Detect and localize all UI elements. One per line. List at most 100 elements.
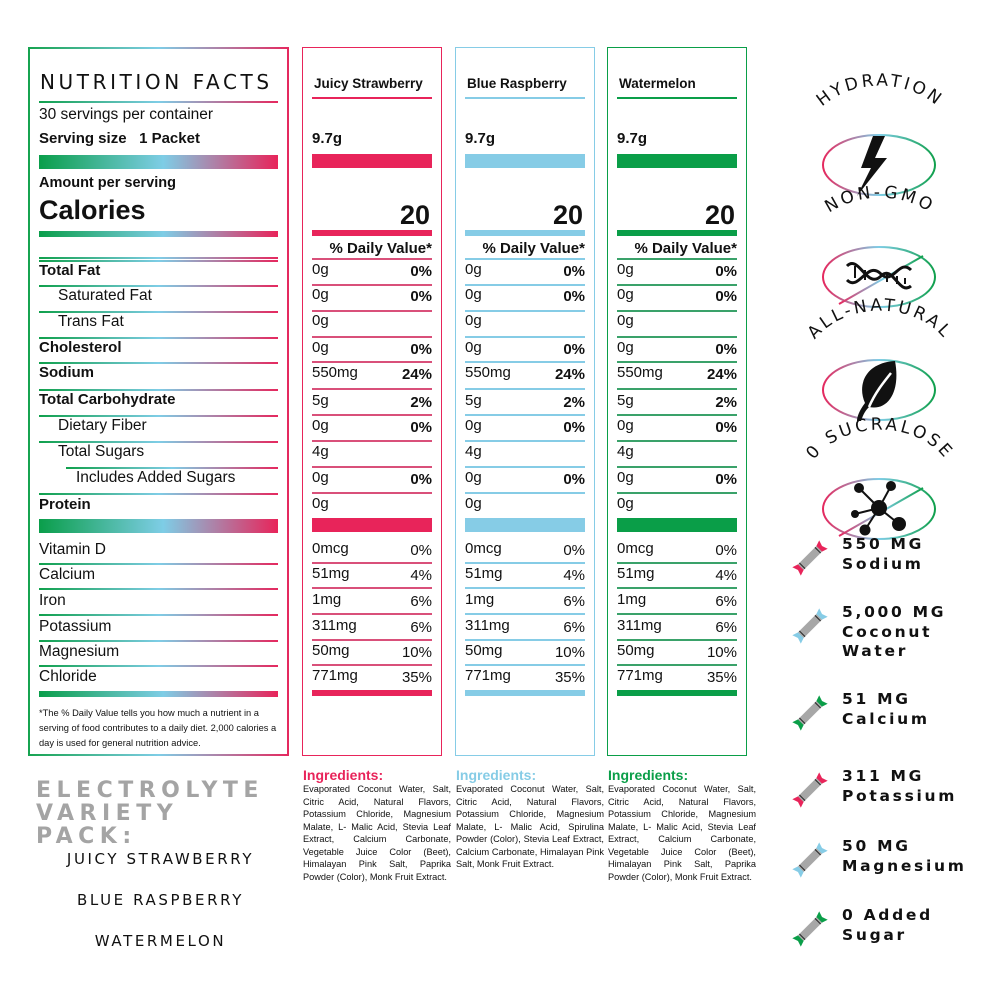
divider [39, 588, 278, 590]
thick-divider [39, 231, 278, 237]
nutrient-row: 0g 0% [617, 261, 737, 281]
divider [39, 640, 278, 642]
nutrient-row: 0g 0% [312, 339, 432, 359]
divider [465, 284, 585, 286]
divider [617, 310, 737, 312]
calories-value: 20 [399, 200, 430, 230]
nutrient-percent: 0% [563, 419, 585, 436]
nutrient-row: 0g 0% [312, 469, 432, 489]
vitamin-percent: 10% [706, 644, 737, 661]
nutrient-percent: 24% [706, 366, 737, 383]
divider [465, 414, 585, 416]
thick-divider [617, 230, 737, 236]
stat-text: 51 MG Calcium [842, 690, 930, 728]
ingredients-strawberry: Ingredients: Evaporated Coconut Water, Sa… [303, 767, 451, 883]
daily-value-header: % Daily Value* [329, 240, 432, 257]
badge-label: HYDRATION [813, 71, 944, 111]
nutrient-percent: 0% [410, 471, 432, 488]
nutrient-label: Total Fat [39, 262, 101, 279]
variety-pack-title-line2: VARIETY PACK: [36, 801, 179, 849]
vitamin-amount: 311mg [617, 617, 662, 634]
flavor-column-watermelon: Watermelon 9.7g 20% Daily Value* 0g 0% 0g 0% 0g… [607, 47, 747, 756]
divider [465, 613, 585, 615]
nutrient-label: Includes Added Sugars [76, 469, 236, 486]
vitamin-amount: 51mg [465, 565, 503, 582]
vitamin-amount: 0mcg [312, 540, 349, 557]
divider [617, 492, 737, 494]
divider [39, 285, 278, 287]
divider [312, 310, 432, 312]
divider [312, 466, 432, 468]
divider [312, 388, 432, 390]
stat-text: 0 Added Sugar [842, 906, 933, 944]
badge-label: ALL-NATURAL [804, 296, 954, 344]
nutrient-amount: 0g [465, 261, 482, 278]
nutrition-facts-title: NUTRITION FACTS [40, 70, 273, 94]
vitamin-amount: 0mcg [465, 540, 502, 557]
vitamin-percent: 6% [715, 619, 737, 636]
divider [312, 587, 432, 589]
divider [465, 562, 585, 564]
nutrient-amount: 0g [465, 286, 482, 303]
divider [39, 389, 278, 391]
thick-divider [312, 154, 432, 168]
nutrient-amount: 550mg [617, 364, 663, 381]
nutrient-amount: 0g [312, 286, 329, 303]
nutrient-percent: 0% [410, 288, 432, 305]
nutrient-percent: 2% [715, 394, 737, 411]
flavor-column-strawberry: Juicy Strawberry 9.7g 20% Daily Value* 0g 0%… [302, 47, 442, 756]
ingredients-watermelon: Ingredients: Evaporated Coconut Water, Sa… [608, 767, 756, 883]
divider [465, 97, 585, 99]
thick-divider [465, 154, 585, 168]
thick-divider [39, 519, 278, 533]
nutrient-amount: 0g [465, 312, 482, 329]
vitamin-percent: 0% [563, 542, 585, 559]
nutrient-row: 0g 0% [465, 286, 585, 306]
divider [39, 493, 278, 495]
stick-packet-icon [792, 540, 828, 576]
stick-packet-icon [792, 772, 828, 808]
flavor-column-blue-raspberry: Blue Raspberry 9.7g 20% Daily Value* 0g 0% 0g… [455, 47, 595, 756]
vitamin-amount: 771mg [465, 667, 511, 684]
vitamin-amount: 1mg [312, 591, 342, 608]
vitamin-row: 0mcg 0% [312, 540, 432, 560]
vitamin-label: Potassium [39, 618, 112, 635]
vitamin-amount: 51mg [617, 565, 655, 582]
thick-divider [617, 154, 737, 168]
flavor-name: Blue Raspberry [467, 76, 567, 91]
nutrient-percent: 0% [410, 419, 432, 436]
thick-divider [312, 690, 432, 696]
nutrient-label: Cholesterol [39, 339, 122, 356]
daily-value-header: % Daily Value* [482, 240, 585, 257]
divider [617, 639, 737, 641]
nutrient-amount: 0g [465, 339, 482, 356]
divider [312, 361, 432, 363]
pack-flavor-blue-raspberry: BLUE RASPBERRY [77, 891, 244, 909]
nutrient-amount: 550mg [312, 364, 358, 381]
badge-label: 0 SUCRALOSE [802, 415, 954, 464]
nutrient-amount: 0g [312, 312, 329, 329]
serving-weight: 9.7g [312, 130, 343, 147]
vitamin-row: 311mg 6% [465, 617, 585, 637]
nutrient-amount: 0g [312, 261, 329, 278]
divider [312, 639, 432, 641]
vitamin-amount: 771mg [312, 667, 358, 684]
divider [465, 336, 585, 338]
nutrient-percent: 0% [715, 288, 737, 305]
vitamin-amount: 771mg [617, 667, 663, 684]
nutrient-row: 5g 2% [465, 392, 585, 412]
nutrient-percent: 2% [563, 394, 585, 411]
divider [617, 414, 737, 416]
divider [312, 414, 432, 416]
vitamin-label: Magnesium [39, 643, 120, 660]
nutrient-row: 0g 0% [312, 261, 432, 281]
badge-label: NON-GMO [822, 183, 936, 218]
nutrient-row: 0g 0% [465, 417, 585, 437]
vitamin-row: 50mg 10% [312, 642, 432, 662]
divider [465, 664, 585, 666]
vitamin-row: 51mg 4% [465, 565, 585, 585]
nutrient-percent: 24% [554, 366, 585, 383]
nutrient-percent: 0% [715, 341, 737, 358]
vitamin-row: 51mg 4% [617, 565, 737, 585]
vitamin-row: 50mg 10% [465, 642, 585, 662]
